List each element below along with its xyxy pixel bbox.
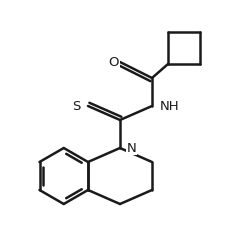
Text: NH: NH xyxy=(159,99,179,113)
Text: O: O xyxy=(108,56,119,68)
Text: N: N xyxy=(126,142,136,155)
Text: S: S xyxy=(72,99,81,113)
